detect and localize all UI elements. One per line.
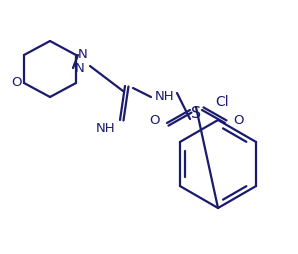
- Text: N: N: [75, 62, 85, 75]
- Text: Cl: Cl: [215, 95, 229, 109]
- Text: N: N: [78, 47, 88, 60]
- Text: O: O: [11, 76, 21, 89]
- Text: NH: NH: [155, 89, 175, 103]
- Text: O: O: [233, 114, 243, 126]
- Text: S: S: [191, 106, 201, 121]
- Text: O: O: [149, 114, 159, 126]
- Text: NH: NH: [96, 121, 116, 135]
